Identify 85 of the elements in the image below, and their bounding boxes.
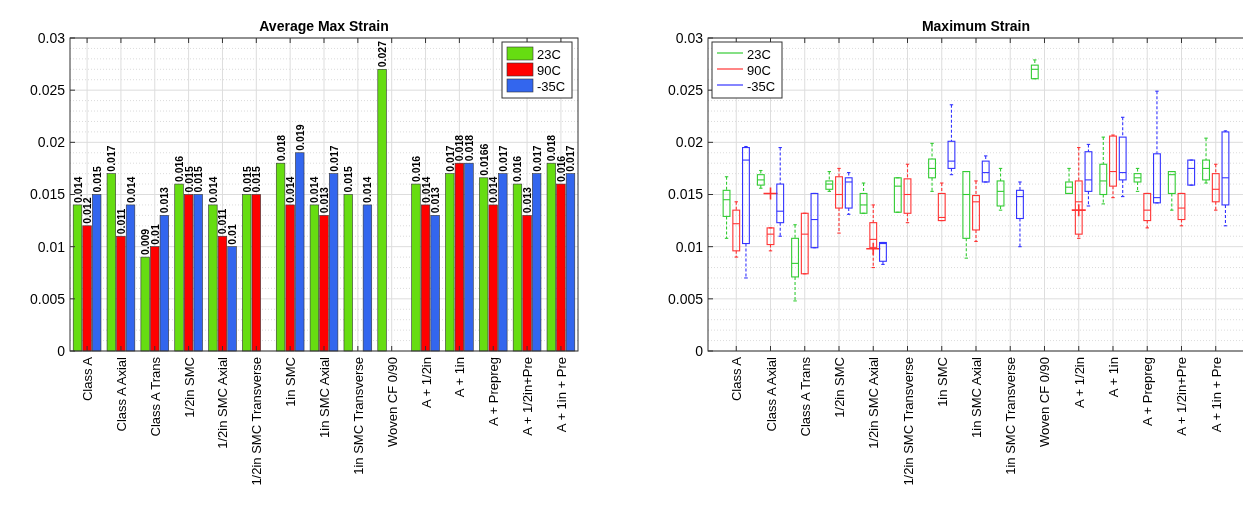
chart-title: Maximum Strain [921,18,1031,34]
data-label: 0.014 [71,176,84,203]
data-label: 0.015 [250,166,263,193]
x-tick-label: Woven CF 0/90 [1037,357,1053,448]
y-tick-label: 0.01 [675,238,704,255]
data-label: 0.016 [511,155,524,183]
x-tick-label: A + 1/2in+Pre [520,357,536,436]
x-tick-label: A + Prepreg [486,357,502,427]
data-label: 0.013 [158,186,171,214]
x-tick-label: A + 1/2in [418,357,434,408]
x-tick-label: 1/2in SMC Transverse [900,357,916,486]
y-tick-label: 0.01 [37,238,66,255]
y-tick-label: 0.005 [667,290,704,307]
x-tick-label: 1/2in SMC [832,357,847,418]
data-label: 0.015 [240,166,253,193]
x-tick-label: A + 1in + Pre [1208,357,1224,433]
x-tick-label: Class A Axial [113,356,129,432]
x-tick-label: 1in SMC Axial [969,356,984,438]
data-label: 0.018 [274,134,287,162]
y-tick-label: 0.025 [667,82,704,99]
x-tick-label: Woven CF 0/90 [384,357,400,448]
x-tick-label: 1/2in SMC [181,357,197,418]
x-tick-label: 1in SMC Transverse [1003,357,1019,475]
y-tick-label: 0.025 [29,82,66,99]
y-tick-label: 0.015 [667,186,704,203]
legend-label: 23C [537,46,561,62]
data-label: 0.011 [216,208,229,235]
y-tick-label: 0 [57,342,66,359]
data-label: 0.017 [564,145,577,172]
legend-label: 23C [747,46,771,62]
data-label: 0.017 [530,145,543,172]
y-tick-label: 0.02 [37,134,66,151]
data-label: 0.013 [521,186,534,214]
x-tick-label: 1/2in SMC Axial [866,356,882,449]
data-label: 0.014 [419,176,432,203]
data-label: 0.014 [284,176,297,203]
x-tick-label: Class A Axial [763,356,779,432]
data-label: 0.013 [318,186,330,214]
x-tick-label: A + 1/2in+Pre [1174,357,1190,436]
y-tick-label: 0.03 [675,29,704,46]
x-tick-label: 1in SMC Transverse [350,357,366,475]
data-label: 0.014 [124,176,137,203]
data-label: 0.017 [443,145,456,172]
x-tick-label: Class A [80,356,96,402]
data-label: 0.014 [308,176,321,203]
data-label: 0.019 [293,124,306,151]
x-tick-label: Class A [729,356,745,402]
y-tick-label: 0 [695,342,704,359]
data-label: 0.027 [376,40,389,68]
legend-label: 90C [747,62,771,78]
y-tick-label: 0.03 [37,29,66,46]
x-tick-label: 1/2in SMC Axial [215,356,231,449]
legend-label: 90C [537,62,561,78]
data-label: 0.014 [361,176,374,203]
data-label: 0.016 [409,155,422,183]
data-label: 0.017 [496,145,509,172]
x-tick-label: A + 1in [1106,357,1121,398]
x-tick-label: A + 1in [452,357,468,398]
data-label: 0.012 [81,197,94,224]
x-tick-label: 1/2in SMC Transverse [249,357,265,486]
x-tick-label: 1in SMC [283,357,299,407]
data-label: 0.015 [342,166,355,193]
data-label: 0.014 [206,176,219,203]
data-label: 0.015 [90,166,103,193]
legend-label: -35C [747,78,776,94]
y-tick-label: 0.015 [29,186,66,203]
x-tick-label: A + 1/2in [1071,357,1087,408]
y-tick-label: 0.02 [675,134,704,151]
x-tick-label: A + 1in + Pre [553,357,569,433]
x-tick-label: Class A Trans [147,356,163,437]
chart-title: Average Max Strain [259,18,389,34]
data-label: 0.0166 [477,143,490,176]
x-tick-label: 1in SMC [934,357,950,407]
data-label: 0.017 [327,145,340,172]
x-tick-label: A + Prepreg [1140,357,1156,427]
data-label: 0.014 [487,176,500,203]
legend-label: -35C [537,78,566,94]
data-label: 0.013 [429,186,442,214]
data-label: 0.011 [114,208,127,235]
x-tick-label: 1in SMC Axial [317,356,332,438]
data-label: 0.015 [192,166,205,193]
x-tick-label: Class A Trans [797,356,813,437]
y-tick-label: 0.005 [29,290,66,307]
data-label: 0.017 [105,145,118,172]
data-label: 0.01 [226,224,239,245]
